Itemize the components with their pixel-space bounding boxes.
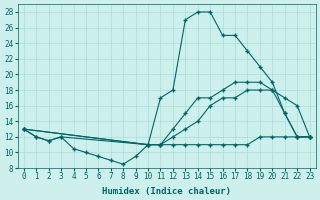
X-axis label: Humidex (Indice chaleur): Humidex (Indice chaleur)	[102, 187, 231, 196]
